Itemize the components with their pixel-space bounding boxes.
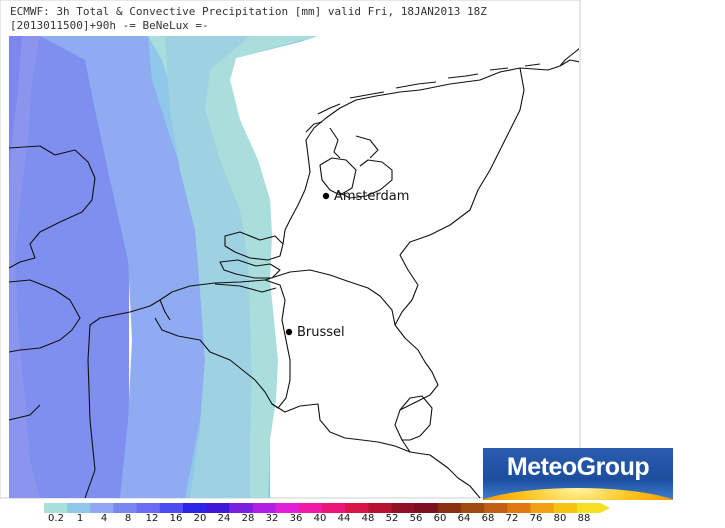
legend-label: 0.2 xyxy=(48,513,64,524)
legend-label: 64 xyxy=(457,513,471,524)
legend-swatch xyxy=(44,503,68,513)
legend-swatch xyxy=(414,503,439,513)
legend-label: 24 xyxy=(217,513,231,524)
legend-swatch xyxy=(275,503,300,513)
legend-label: 28 xyxy=(241,513,255,524)
legend-swatch xyxy=(345,503,369,513)
legend-label: 12 xyxy=(145,513,159,524)
legend-labels: 0.2 1 4 8 12 16 20 24 28 32 36 40 44 48 52 56 60 64 68 72 76… xyxy=(0,513,725,527)
legend-swatch xyxy=(576,503,601,513)
legend-label: 8 xyxy=(124,513,132,524)
legend-swatch xyxy=(530,503,555,513)
logo-text: MeteoGroup xyxy=(506,453,650,481)
map-title: ECMWF: 3h Total & Convective Precipitati… xyxy=(10,5,487,18)
legend-swatch xyxy=(437,503,462,513)
legend-swatch xyxy=(136,503,161,513)
legend-label: 48 xyxy=(361,513,375,524)
legend-swatch xyxy=(90,503,114,513)
legend-swatch xyxy=(252,503,277,513)
precip-band-5 xyxy=(9,36,22,180)
legend-swatch xyxy=(484,503,508,513)
legend-swatch xyxy=(391,503,416,513)
legend-color-bar xyxy=(44,503,610,513)
legend-label: 20 xyxy=(193,513,207,524)
coastlines xyxy=(9,48,579,498)
legend-label: 60 xyxy=(433,513,447,524)
legend-swatch xyxy=(67,503,91,513)
city-label-amsterdam: Amsterdam xyxy=(334,189,410,204)
legend-label: 16 xyxy=(169,513,183,524)
legend-swatch xyxy=(461,503,485,513)
legend-swatch xyxy=(553,503,578,513)
legend-label: 76 xyxy=(529,513,543,524)
legend-label: 88 xyxy=(577,513,591,524)
legend-label: 32 xyxy=(265,513,279,524)
legend-label: 40 xyxy=(313,513,327,524)
amsterdam-marker xyxy=(322,192,330,200)
legend-label: 1 xyxy=(76,513,84,524)
precip-band-3 xyxy=(9,36,40,498)
legend-label: 68 xyxy=(481,513,495,524)
legend-swatch xyxy=(229,503,253,513)
legend-label: 36 xyxy=(289,513,303,524)
legend-label: 72 xyxy=(505,513,519,524)
legend-swatch xyxy=(159,503,184,513)
meteogroup-logo: MeteoGroup xyxy=(483,448,673,500)
legend-swatch xyxy=(507,503,531,513)
legend-swatch xyxy=(183,503,207,513)
precip-band-2 xyxy=(40,36,205,498)
logo-sun-arc xyxy=(483,488,673,500)
legend-swatch xyxy=(368,503,392,513)
map-subtitle: [2013011500]+90h -= BeNeLux =- xyxy=(10,19,209,32)
legend-label: 44 xyxy=(337,513,351,524)
legend-swatch xyxy=(298,503,323,513)
legend-swatch xyxy=(322,503,346,513)
city-label-brussel: Brussel xyxy=(297,325,345,340)
legend-arrow xyxy=(600,503,610,513)
brussel-marker xyxy=(285,328,293,336)
legend-label: 56 xyxy=(409,513,423,524)
precip-band-0b xyxy=(165,36,252,498)
legend-label: 52 xyxy=(385,513,399,524)
legend-label: 4 xyxy=(100,513,108,524)
legend-swatch xyxy=(113,503,138,513)
legend-label: 80 xyxy=(553,513,567,524)
precipitation-field xyxy=(9,36,318,498)
legend-swatch xyxy=(206,503,230,513)
